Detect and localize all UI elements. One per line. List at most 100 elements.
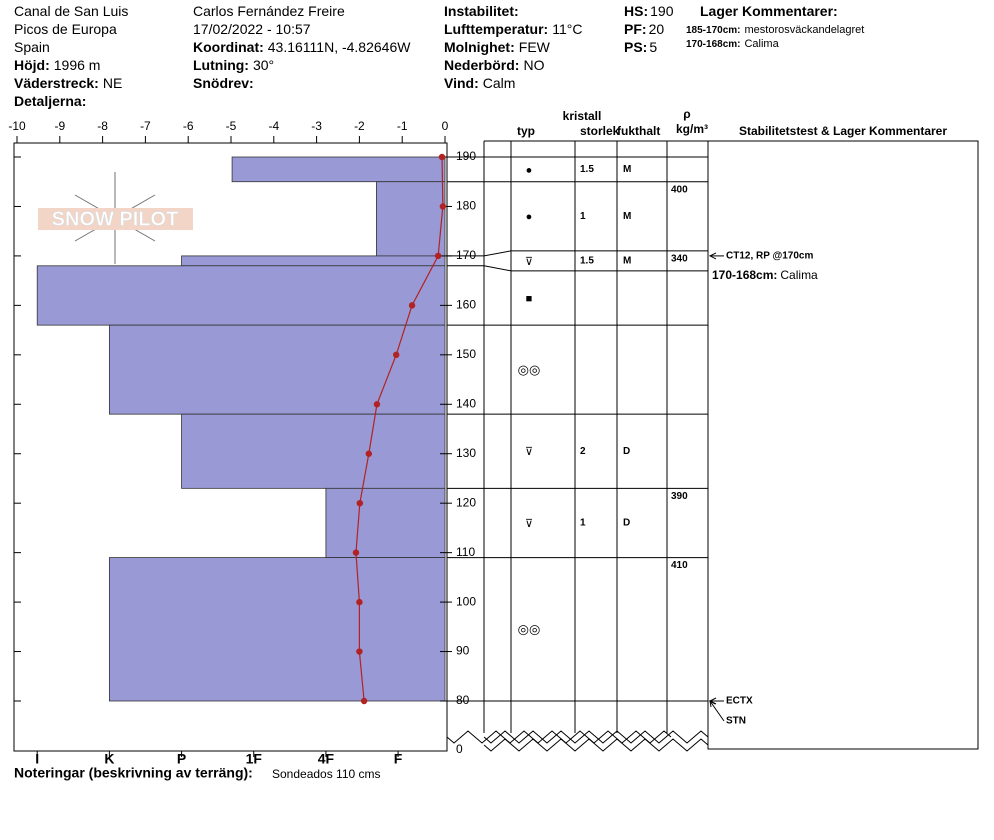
field-label: Höjd:	[14, 57, 50, 73]
test-label: STN	[726, 716, 746, 727]
arrow-head	[709, 700, 716, 708]
header-field: Molnighet: FEW	[444, 39, 551, 55]
hardness-label: F	[394, 751, 403, 767]
moisture: M	[623, 255, 631, 266]
hardness-bar	[376, 181, 446, 257]
grain-type: ◎◎	[518, 622, 541, 637]
axis-break	[483, 730, 709, 744]
y-tick-label: 170	[456, 248, 476, 262]
grain-type: ◎◎	[518, 362, 541, 377]
hardness-label: 4F	[318, 751, 335, 767]
header-field: Väderstreck: NE	[14, 75, 122, 91]
grain-size: 1	[580, 211, 586, 222]
logo-text: SNOW PILOT	[52, 208, 179, 230]
header-field: Detaljerna:	[14, 93, 86, 109]
col-header: kristall	[563, 109, 602, 123]
y-tick-label: 180	[456, 199, 476, 213]
field-label: PS:	[624, 39, 647, 55]
y-tick-label: 90	[456, 644, 470, 658]
header-field: Spain	[14, 39, 50, 55]
field-value: Canal de San Luis	[14, 3, 128, 19]
field-value: 43.16111N, -4.82646W	[268, 39, 411, 55]
field-label: Lager Kommentarer:	[700, 3, 838, 19]
arrow-head	[708, 252, 717, 260]
x-tick-label: -2	[354, 119, 365, 133]
x-tick-label: -5	[226, 119, 237, 133]
temperature-point	[356, 598, 363, 606]
hardness-label: I	[35, 751, 39, 767]
temperature-point	[393, 351, 400, 359]
field-label: PF:	[624, 21, 647, 37]
footer-label: Noteringar (beskrivning av terräng):	[14, 765, 253, 781]
header-field: 185-170cm: mestorosväckandelagret	[686, 24, 864, 36]
field-value: mestorosväckandelagret	[744, 24, 864, 36]
col-header: kg/m³	[676, 122, 708, 136]
x-tick-label: -3	[311, 119, 322, 133]
x-tick-label: 0	[442, 119, 449, 133]
grain-type: ⊽	[525, 446, 533, 458]
col-header: typ	[517, 124, 535, 138]
hardness-label: 1F	[246, 751, 263, 767]
y-tick-label: 80	[456, 693, 470, 707]
x-tick-label: -6	[183, 119, 194, 133]
test-label: ECTX	[726, 696, 753, 707]
grain-size: 1	[580, 518, 586, 529]
header-field: PF: 20	[624, 21, 664, 37]
field-value: NE	[103, 75, 122, 91]
hardness-bar	[108, 557, 446, 702]
header-field: 17/02/2022 - 10:57	[193, 21, 311, 37]
density: 390	[671, 491, 688, 502]
header-field: PS: 5	[624, 39, 657, 55]
hardness-bar	[181, 413, 446, 489]
field-label: Detaljerna:	[14, 93, 86, 109]
grain-type: ●	[526, 164, 533, 176]
density: 340	[671, 253, 688, 264]
density: 410	[671, 560, 688, 571]
comment-value: Calima	[780, 268, 818, 282]
col-header: storlek	[580, 124, 620, 138]
col-header: fukthalt	[617, 124, 660, 138]
x-tick-label: -4	[268, 119, 279, 133]
field-label: Lufttemperatur:	[444, 21, 548, 37]
temperature-point	[352, 549, 360, 556]
y-tick-label: 160	[456, 298, 476, 312]
hardness-bar	[181, 255, 446, 267]
layer-comment: 170-168cm: Calima	[712, 268, 818, 282]
grain-type: ⊽	[525, 256, 533, 268]
header-field: Picos de Europa	[14, 21, 117, 37]
field-label: 170-168cm:	[686, 39, 740, 50]
field-label: Snödrev:	[193, 75, 254, 91]
header-field: Snödrev:	[193, 75, 254, 91]
density: 400	[671, 184, 688, 195]
field-value: 1996 m	[54, 57, 101, 73]
field-value: 17/02/2022 - 10:57	[193, 21, 311, 37]
moisture: D	[623, 446, 630, 457]
grain-size: 2	[580, 446, 586, 457]
moisture: D	[623, 518, 630, 529]
field-value: Calm	[483, 75, 516, 91]
grain-type: ●	[526, 211, 533, 223]
grain-size: 1.5	[580, 255, 594, 266]
field-value: NO	[523, 57, 544, 73]
field-value: 20	[649, 21, 665, 37]
grain-type: ■	[526, 293, 533, 305]
header-field: 170-168cm: Calima	[686, 38, 780, 50]
x-tick-label: -1	[397, 119, 408, 133]
test-arrow	[709, 700, 725, 722]
temperature-line	[355, 156, 444, 702]
header-field: Vind: Calm	[444, 75, 515, 91]
header-field: Höjd: 1996 m	[14, 57, 100, 73]
y-tick-label: 100	[456, 594, 476, 608]
x-tick-label: -8	[97, 119, 108, 133]
field-value: 11°C	[552, 21, 582, 37]
x-tick-label: -9	[54, 119, 65, 133]
field-label: Lutning:	[193, 57, 249, 73]
temperature-point	[373, 401, 381, 408]
field-value: Carlos Fernández Freire	[193, 3, 345, 19]
y-tick-label: 130	[456, 446, 476, 460]
field-label: Koordinat:	[193, 39, 264, 55]
field-label: Nederbörd:	[444, 57, 519, 73]
temperature-point	[438, 153, 446, 161]
field-value: Spain	[14, 39, 50, 55]
